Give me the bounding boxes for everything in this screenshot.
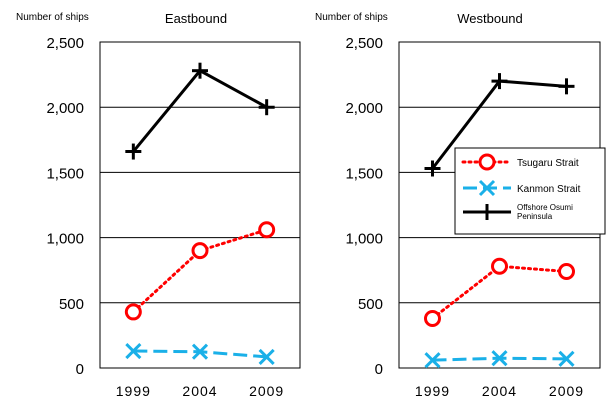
y-tick-label: 2,000 xyxy=(345,100,383,117)
chart-title: Eastbound xyxy=(165,11,227,26)
legend-marker xyxy=(479,204,495,220)
data-point xyxy=(258,348,275,365)
y-tick-label: 1,000 xyxy=(46,231,84,248)
data-point xyxy=(125,143,142,160)
y-tick-label: 500 xyxy=(59,296,84,313)
data-point xyxy=(491,350,508,367)
y-tick-label: 500 xyxy=(358,296,383,313)
x-tick-label: 1999 xyxy=(116,383,151,399)
y-tick-label: 2,000 xyxy=(46,100,84,117)
series-line xyxy=(132,68,268,153)
data-point xyxy=(258,99,275,116)
x-tick-label: 2009 xyxy=(549,383,584,399)
y-tick-label: 2,500 xyxy=(46,35,84,52)
legend-marker xyxy=(478,153,496,171)
legend-label: Offshore Osumi Peninsula xyxy=(517,203,573,221)
data-point xyxy=(192,62,208,79)
legend-label: Kanmon Strait xyxy=(517,184,581,195)
x-tick-label: 2009 xyxy=(249,383,284,399)
data-point xyxy=(125,342,142,360)
y-tick-label: 0 xyxy=(375,361,383,378)
series-offshore-osumi-peninsula xyxy=(424,73,575,177)
plot-frame xyxy=(99,41,301,369)
data-point xyxy=(558,263,575,281)
data-point xyxy=(258,221,276,239)
data-point xyxy=(424,309,441,327)
y-tick-label: 1,000 xyxy=(345,231,383,248)
series-kanmon-strait xyxy=(424,350,575,369)
x-tick-label: 2004 xyxy=(482,383,517,399)
x-tick-label: 1999 xyxy=(415,383,450,399)
data-point xyxy=(558,350,575,367)
series-tsugaru-strait xyxy=(124,221,276,321)
legend: Tsugaru Strait Kanmon Strait Offshore Osum… xyxy=(454,147,606,235)
data-point xyxy=(424,352,441,369)
chart-panel-2: 0 500 1,000 1,500 2,000 2,500 1999 2004 2009 West… xyxy=(315,11,606,399)
y-tick-label: 1,500 xyxy=(345,165,383,182)
series-tsugaru-strait xyxy=(424,257,575,327)
data-point xyxy=(424,160,441,177)
chart-panel-1: 0 500 1,000 1,500 2,000 2,500 1999 2004 2009 East… xyxy=(16,11,301,399)
y-tick-label: 2,500 xyxy=(345,35,383,52)
y-axis-label: Number of ships xyxy=(315,12,388,23)
x-tick-label: 2004 xyxy=(182,383,217,399)
series-offshore-osumi-peninsula xyxy=(125,62,275,160)
data-point xyxy=(191,343,209,360)
y-tick-label: 1,500 xyxy=(46,165,84,182)
data-point xyxy=(558,78,575,95)
legend-label: Tsugaru Strait xyxy=(517,158,579,169)
data-point xyxy=(191,242,209,260)
y-tick-label: 0 xyxy=(76,361,84,378)
data-point xyxy=(491,257,508,275)
data-point xyxy=(124,303,142,321)
y-axis-label: Number of ships xyxy=(16,12,89,23)
legend-marker xyxy=(478,179,496,197)
data-point xyxy=(491,73,508,90)
chart-title: Westbound xyxy=(457,11,523,26)
series-line xyxy=(131,228,269,314)
series-kanmon-strait xyxy=(125,342,275,365)
